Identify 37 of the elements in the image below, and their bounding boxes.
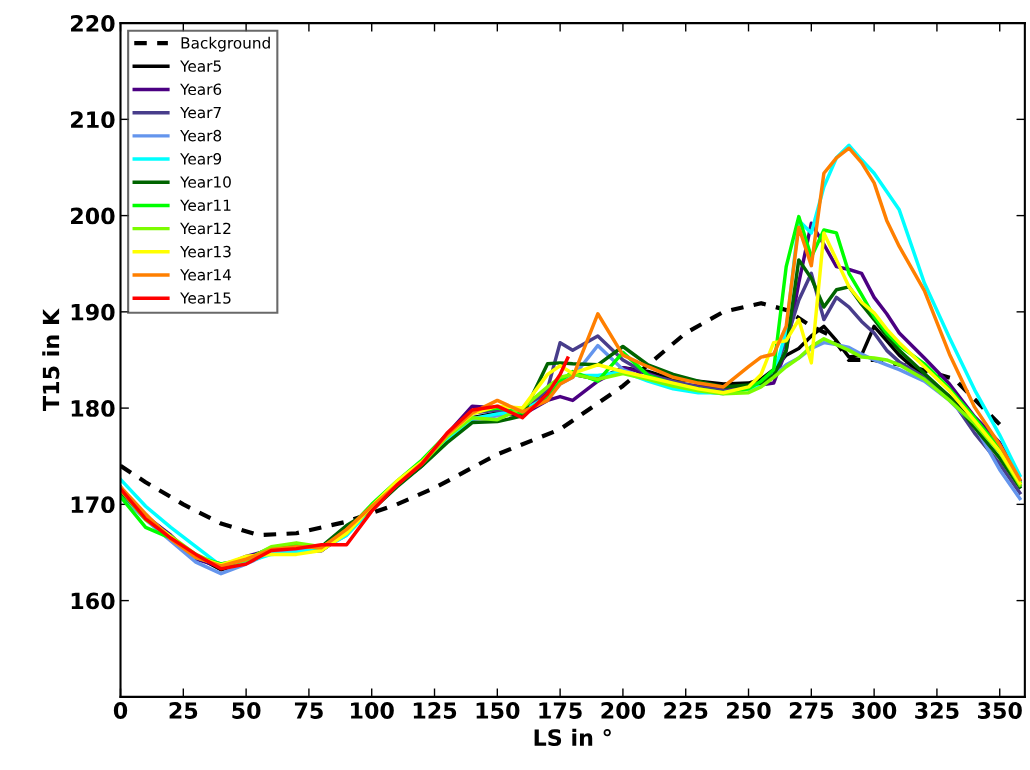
y-tick-label: 180 <box>71 400 115 417</box>
legend-label: Year13 <box>180 245 231 258</box>
x-tick-label: 300 <box>852 702 897 719</box>
legend-label: Year7 <box>180 106 221 119</box>
y-tick-label: 210 <box>71 111 115 129</box>
x-tick-label: 50 <box>232 702 261 719</box>
x-tick-label: 25 <box>169 702 198 719</box>
y-tick-label: 160 <box>71 592 115 610</box>
y-tick-label: 200 <box>71 207 115 225</box>
legend-label: Year9 <box>180 153 222 165</box>
x-tick-label: 75 <box>294 702 323 719</box>
legend-label: Year5 <box>180 60 221 72</box>
x-axis-title: LS in ° <box>534 728 611 746</box>
x-tick-label: 275 <box>789 702 833 719</box>
legend-label: Background <box>181 36 270 52</box>
x-tick-label: 225 <box>664 702 708 719</box>
x-tick-label: 250 <box>727 702 771 719</box>
x-tick-label: 150 <box>476 702 520 719</box>
line-series <box>120 356 570 571</box>
x-tick-label: 350 <box>978 702 1022 719</box>
legend-label: Year12 <box>180 222 231 235</box>
x-tick-label: 325 <box>915 702 959 719</box>
legend-label: Year14 <box>180 269 232 281</box>
legend-label: Year11 <box>180 199 231 211</box>
y-axis-title: T15 in K <box>42 308 60 411</box>
x-tick-label: 0 <box>113 702 128 719</box>
y-tick-label: 170 <box>71 496 115 514</box>
x-tick-label: 200 <box>601 702 646 719</box>
legend-label: Year6 <box>180 83 222 96</box>
legend-label: Year8 <box>180 129 222 142</box>
x-tick-label: 175 <box>539 702 582 719</box>
y-tick-label: 220 <box>71 15 115 32</box>
legend-label: Year15 <box>180 292 231 304</box>
x-tick-label: 100 <box>351 702 394 719</box>
y-tick-label: 190 <box>71 303 115 321</box>
legend-label: Year10 <box>180 176 231 188</box>
x-tick-label: 125 <box>413 702 457 719</box>
